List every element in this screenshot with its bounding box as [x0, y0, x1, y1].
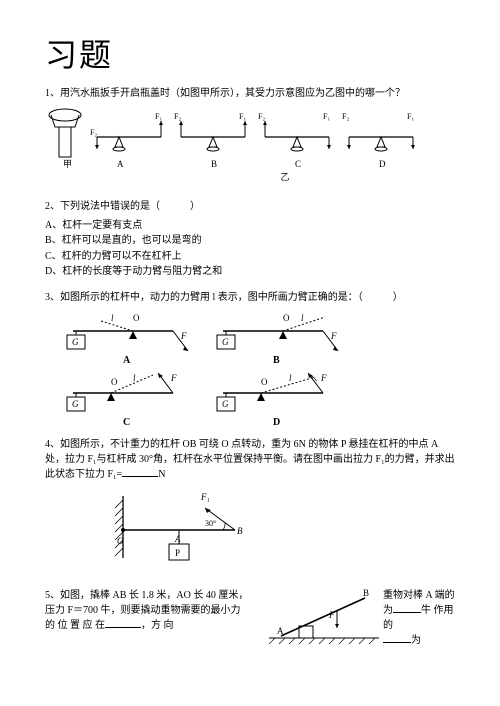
- svg-text:F: F: [328, 610, 335, 620]
- svg-text:F₁: F₁: [407, 112, 414, 121]
- q2-options: A、杠杆一定要有支点 B、杠杆可以是直的，也可以是弯的 C、杠杆的力臂可以不在杠…: [45, 218, 455, 280]
- q1-diagrams: 甲 F₂ F₁ A F₂ F₁ B F₂: [45, 107, 455, 169]
- question-3: 3、如图所示的杠杆中，动力的力臂用 l 表示，图中所画力臂正确的是：（ ） O …: [45, 290, 455, 429]
- jia-label: 甲: [63, 159, 72, 169]
- q2-text: 2、下列说法中错误的是（ ）: [45, 199, 455, 214]
- svg-text:l: l: [301, 313, 304, 323]
- svg-text:D: D: [379, 159, 386, 169]
- svg-text:l: l: [289, 373, 292, 383]
- svg-text:O: O: [283, 313, 290, 323]
- q4-text: 4、如图所示，不计重力的杠杆 OB 可绕 O 点转动，重为 6N 的物体 P 悬…: [45, 437, 455, 482]
- svg-text:A: A: [174, 534, 181, 544]
- svg-text:B: B: [363, 588, 369, 598]
- q3-diagram: O l F G A O l F G B O l: [63, 309, 353, 429]
- svg-text:F₂: F₂: [90, 128, 97, 137]
- svg-text:l: l: [133, 373, 136, 383]
- svg-text:B: B: [273, 355, 280, 366]
- svg-text:P: P: [175, 548, 180, 558]
- q1-text: 1、用汽水瓶扳手开启瓶盖时（如图甲所示），其受力示意图应为乙图中的哪一个？: [45, 86, 455, 101]
- svg-text:G: G: [72, 337, 79, 347]
- question-1: 1、用汽水瓶扳手开启瓶盖时（如图甲所示），其受力示意图应为乙图中的哪一个？ 甲 …: [45, 86, 455, 185]
- q5-diagram: B A F: [269, 588, 379, 646]
- svg-text:B: B: [237, 526, 243, 536]
- svg-text:F: F: [170, 373, 177, 383]
- q1-opt-c: F₂ F₁ C: [257, 107, 341, 169]
- svg-text:A: A: [123, 355, 131, 366]
- q1-opt-a: F₂ F₁ A: [89, 107, 173, 169]
- svg-text:O: O: [111, 377, 118, 387]
- svg-text:O: O: [117, 536, 124, 546]
- q5-text: 5、如图，撬棒 AB 长 1.8 米，AO 长 40 厘米， 压力 F＝700 …: [45, 588, 265, 648]
- svg-text:D: D: [273, 417, 280, 428]
- svg-text:F: F: [320, 373, 327, 383]
- svg-text:G: G: [222, 337, 229, 347]
- q2-opt-d: D、杠杆的长度等于动力臂与阻力臂之和: [45, 264, 455, 280]
- svg-text:B: B: [211, 159, 217, 169]
- svg-text:F₁: F₁: [323, 112, 330, 121]
- q2-opt-a: A、杠杆一定要有支点: [45, 218, 455, 234]
- svg-text:30°: 30°: [205, 519, 216, 528]
- q4-diagram: O A B F₁ 30° P: [105, 486, 275, 576]
- svg-text:O: O: [133, 313, 140, 323]
- q2-opt-c: C、杠杆的力臂可以不在杠杆上: [45, 249, 455, 265]
- yi-label: 乙: [115, 171, 455, 185]
- page-title: 习题: [45, 30, 455, 76]
- svg-text:A: A: [117, 159, 124, 169]
- svg-text:A: A: [277, 626, 284, 636]
- q3-text: 3、如图所示的杠杆中，动力的力臂用 l 表示，图中所画力臂正确的是：（ ）: [45, 290, 455, 305]
- q1-opt-d: F₂ F₁ D: [341, 107, 425, 169]
- svg-text:O: O: [261, 377, 268, 387]
- svg-text:G: G: [222, 399, 229, 409]
- svg-text:F₁: F₁: [239, 112, 246, 121]
- svg-text:F₁: F₁: [200, 492, 210, 502]
- svg-text:F: F: [330, 331, 337, 341]
- svg-text:C: C: [295, 159, 301, 169]
- q5-right: 重物对棒 A 端的 为牛 作用 的 为: [383, 588, 455, 648]
- q1-opt-b: F₂ F₁ B: [173, 107, 257, 169]
- svg-text:F: F: [180, 331, 187, 341]
- svg-text:F₂: F₂: [174, 112, 181, 121]
- q2-opt-b: B、杠杆可以是直的，也可以是弯的: [45, 233, 455, 249]
- svg-text:G: G: [72, 399, 79, 409]
- svg-text:F₂: F₂: [342, 112, 349, 121]
- question-4: 4、如图所示，不计重力的杠杆 OB 可绕 O 点转动，重为 6N 的物体 P 悬…: [45, 437, 455, 576]
- svg-text:l: l: [111, 313, 114, 323]
- svg-text:F₂: F₂: [258, 112, 265, 121]
- question-5: 5、如图，撬棒 AB 长 1.8 米，AO 长 40 厘米， 压力 F＝700 …: [45, 588, 455, 648]
- question-2: 2、下列说法中错误的是（ ） A、杠杆一定要有支点 B、杠杆可以是直的，也可以是…: [45, 199, 455, 280]
- q1-fig-jia: 甲: [45, 107, 89, 169]
- svg-text:C: C: [123, 417, 130, 428]
- svg-text:F₁: F₁: [155, 112, 162, 121]
